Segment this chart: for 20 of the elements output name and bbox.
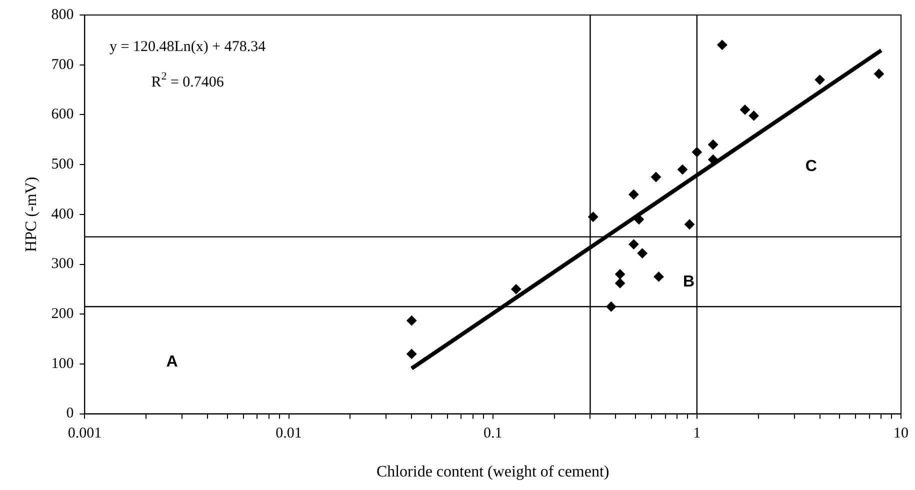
- x-tick-label: 1: [693, 426, 701, 442]
- x-tick-label: 0.001: [68, 426, 102, 442]
- annotation: B: [682, 274, 695, 291]
- x-tick-label: 10: [894, 426, 908, 442]
- y-axis-title: HPC (-mV): [22, 176, 40, 252]
- x-tick-label: 0.1: [483, 426, 502, 442]
- y-tick-label: 700: [51, 56, 74, 73]
- y-tick-label: 200: [51, 306, 74, 322]
- x-tick-label: 0.01: [276, 426, 302, 442]
- x-axis-title: Chloride content (weight of cement): [376, 464, 610, 481]
- y-tick-label: 0: [66, 406, 74, 422]
- y-tick-label: 300: [51, 256, 74, 272]
- annotation: C: [805, 158, 818, 175]
- y-tick-label: 400: [51, 206, 74, 222]
- y-tick-label: 600: [51, 106, 74, 123]
- y-tick-label: 800: [51, 6, 74, 23]
- annotation: y = 120.48Ln(x) + 478.34: [110, 38, 266, 55]
- annotation: A: [166, 353, 178, 370]
- y-tick-label: 100: [51, 356, 74, 372]
- y-tick-label: 500: [51, 156, 74, 172]
